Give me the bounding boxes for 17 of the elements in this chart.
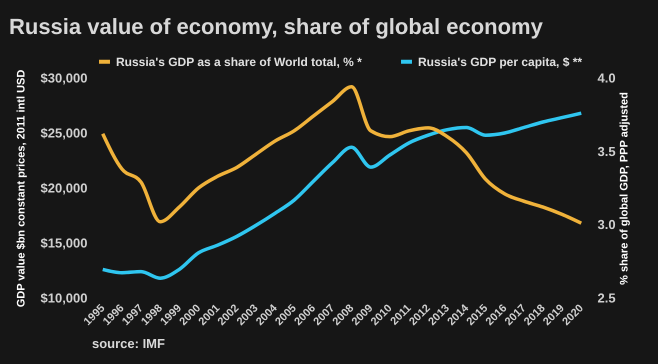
y-tick-label: $10,000 <box>40 290 88 306</box>
y2-tick-label: 2.5 <box>598 290 616 306</box>
y2-tick-label: 4.0 <box>598 70 616 86</box>
legend-label: Russia's GDP as a share of World total, % * <box>116 54 362 69</box>
legend-label: Russia's GDP per capita, $ ** <box>418 54 582 69</box>
y-tick-label: $25,000 <box>40 126 88 140</box>
y-tick-label: $20,000 <box>40 180 88 196</box>
line-series <box>100 111 584 280</box>
y-tick-label: $15,000 <box>40 236 88 250</box>
y2-tick-label: 3.5 <box>598 144 616 159</box>
line-series <box>100 85 584 225</box>
source-note: source: IMF <box>92 336 165 351</box>
y-axis-title: GDP value $bn constant prices, 2011 intl USD <box>16 70 28 308</box>
y2-axis-title: % share of global GDP, PPP adjusted <box>618 92 631 285</box>
chart-title: Russia value of economy, share of global economy <box>9 14 543 40</box>
y-tick-label: $30,000 <box>40 70 88 86</box>
y2-tick-label: 3.0 <box>598 217 616 232</box>
